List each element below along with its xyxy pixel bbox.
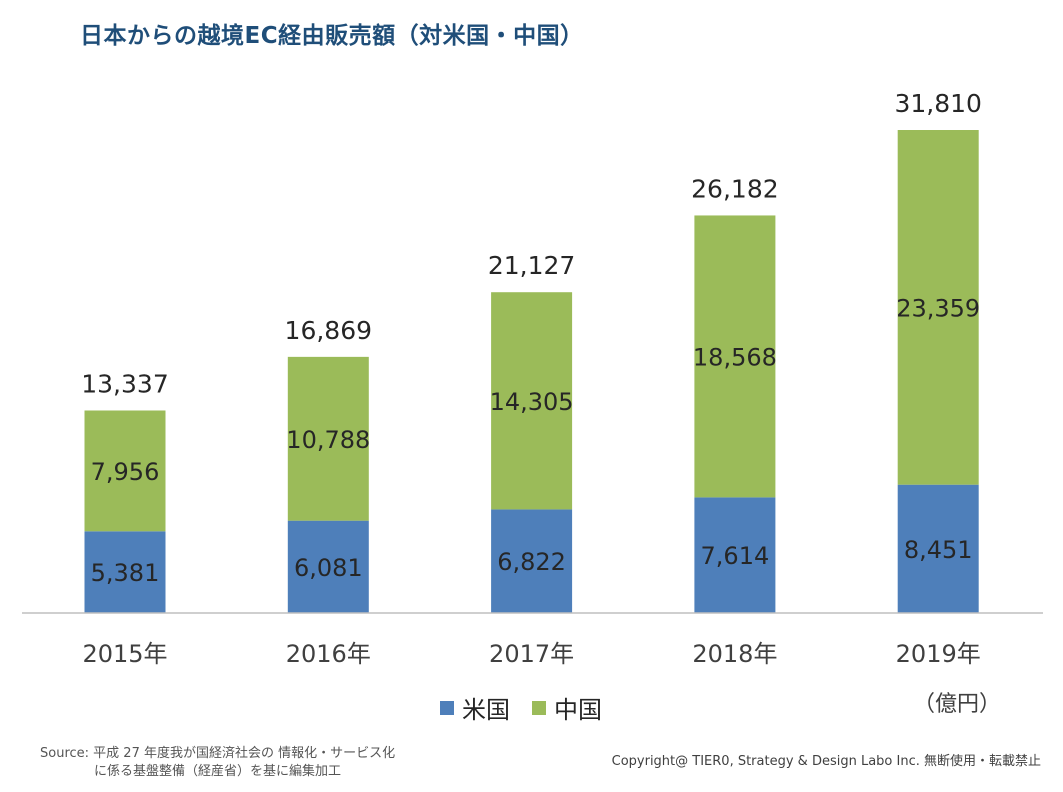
segment-label-cn-5: 23,359: [896, 294, 980, 322]
category-label-5: 2019年: [896, 640, 981, 668]
segment-label-us-5: 8,451: [904, 536, 973, 564]
bar-cn-5: [897, 130, 979, 485]
bar-chart: 5,381 7,956 13,337 2015年 6,081 10,788 16,869 20…: [22, 89, 1043, 668]
copyright-notice: Copyright@ TIER0, Strategy & Design Labo…: [611, 754, 1041, 769]
segment-label-us-1: 5,381: [91, 559, 160, 587]
bar-cn-4: [694, 215, 776, 498]
source-line2: に係る基盤整備（経産省）を基に編集加工: [94, 764, 342, 779]
total-label-3: 21,127: [488, 251, 575, 280]
source-prefix: Source:: [40, 746, 90, 761]
category-label-3: 2017年: [489, 640, 574, 668]
segment-label-cn-2: 10,788: [286, 426, 370, 454]
bar-us-5: [897, 484, 979, 613]
category-label-2: 2016年: [286, 640, 371, 668]
legend: 米国 中国: [440, 690, 602, 725]
source-line1: 平成 27 年度我が国経済社会の 情報化・サービス化: [93, 746, 396, 761]
bars-group: [84, 130, 979, 613]
segment-label-cn-3: 14,305: [490, 388, 574, 416]
legend-label-cn: 中国: [554, 696, 602, 724]
legend-item-cn: 中国: [532, 690, 602, 725]
legend-item-us: 米国: [440, 690, 510, 725]
segment-label-cn-4: 18,568: [693, 343, 777, 371]
total-label-1: 13,337: [81, 369, 168, 398]
segment-label-us-4: 7,614: [701, 542, 770, 570]
source-note: Source: 平成 27 年度我が国経済社会の 情報化・サービス化 に係る基盤…: [40, 745, 395, 781]
bar-us-2: [287, 520, 369, 613]
category-label-4: 2018年: [692, 640, 777, 668]
legend-swatch-us: [440, 700, 454, 715]
bar-us-3: [491, 509, 573, 613]
total-label-5: 31,810: [894, 89, 981, 118]
labels-group: 5,381 7,956 13,337 2015年 6,081 10,788 16,869 20…: [81, 89, 982, 668]
legend-label-us: 米国: [462, 696, 510, 724]
chart-title: 日本からの越境EC経由販売額（対米国・中国）: [80, 23, 584, 49]
total-label-4: 26,182: [691, 174, 778, 203]
total-label-2: 16,869: [285, 316, 372, 345]
bar-us-4: [694, 497, 776, 613]
segment-label-cn-1: 7,956: [91, 458, 160, 486]
segment-label-us-2: 6,081: [294, 554, 363, 582]
segment-label-us-3: 6,822: [497, 548, 566, 576]
legend-swatch-cn: [532, 700, 546, 715]
bar-us-1: [84, 531, 166, 613]
bar-cn-2: [287, 356, 369, 521]
unit-label: （億円）: [913, 692, 1002, 717]
bar-cn-1: [84, 410, 166, 532]
category-label-1: 2015年: [82, 640, 167, 668]
bar-cn-3: [491, 292, 573, 510]
